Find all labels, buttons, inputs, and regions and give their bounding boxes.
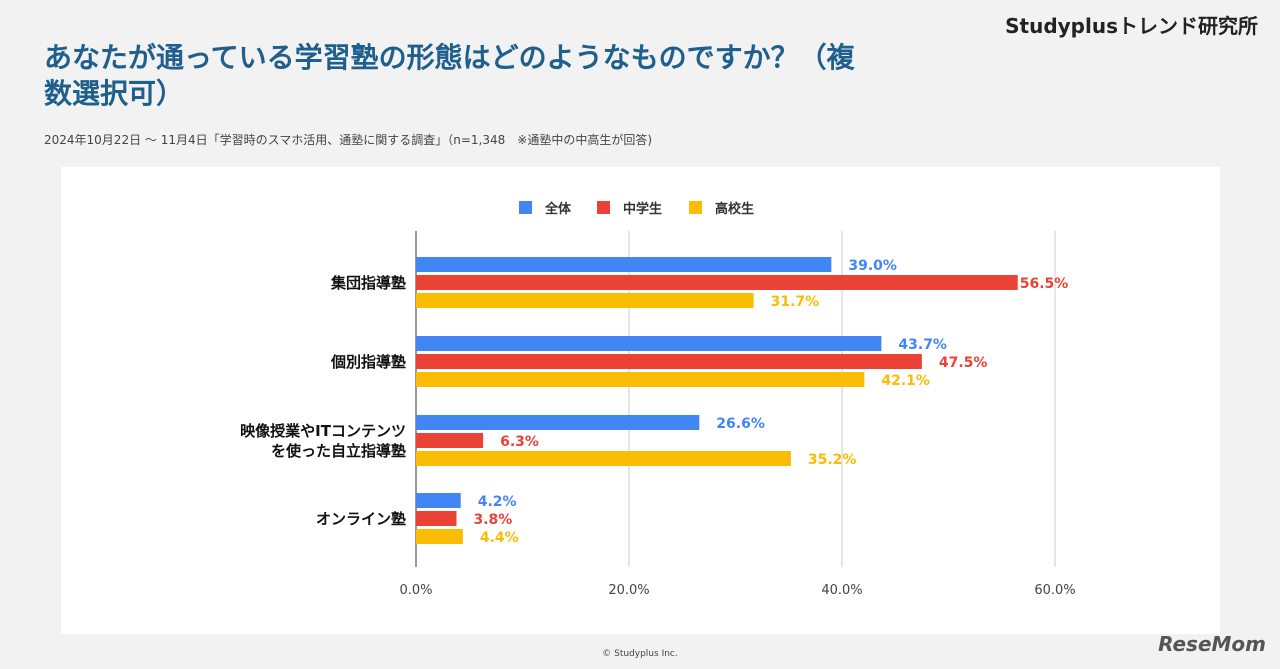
bar xyxy=(416,451,791,466)
legend-label: 中学生 xyxy=(623,201,662,217)
legend-label: 高校生 xyxy=(715,201,754,217)
chart-card: 0.0% 20.0% 40.0% 60.0% 全体 中学生 高校生集団指導塾 39.0% 56.… xyxy=(61,167,1220,634)
copyright: © Studyplus Inc. xyxy=(602,649,678,659)
data-label: 3.8% xyxy=(473,512,512,528)
bar xyxy=(416,293,754,308)
tick-label: 0.0% xyxy=(399,583,432,598)
bar xyxy=(416,275,1018,290)
tick-label: 20.0% xyxy=(608,583,649,598)
page-title: あなたが通っている学習塾の形態はどのようなものですか？（複数選択可） xyxy=(44,41,855,110)
resemom-logo: ReseMom xyxy=(1158,632,1266,656)
category-label: 集団指導塾 xyxy=(330,274,406,292)
data-label: 56.5% xyxy=(1020,276,1069,292)
data-label: 43.7% xyxy=(898,337,947,353)
data-label: 4.2% xyxy=(478,494,517,510)
brand-logo: Studyplusトレンド研究所 xyxy=(1005,14,1258,38)
bar xyxy=(416,336,882,351)
bar xyxy=(416,433,484,448)
bar xyxy=(416,372,865,387)
category-label: を使った自立指導塾 xyxy=(271,442,406,460)
bar xyxy=(416,257,832,272)
category-label: オンライン塾 xyxy=(316,510,406,528)
bar xyxy=(416,354,922,369)
data-label: 26.6% xyxy=(716,416,765,432)
category-label: 個別指導塾 xyxy=(330,353,406,371)
category-label: 映像授業やITコンテンツ xyxy=(240,422,406,440)
survey-subtitle: 2024年10月22日 ～ 11月4日「学習時のスマホ活用、通塾に関する調査」（… xyxy=(44,133,653,147)
tick-label: 40.0% xyxy=(821,583,862,598)
legend-swatch xyxy=(689,201,702,214)
legend-swatch xyxy=(519,201,532,214)
bar xyxy=(416,493,461,508)
bar xyxy=(416,415,700,430)
legend-swatch xyxy=(597,201,610,214)
bar xyxy=(416,511,457,526)
bar xyxy=(416,529,463,544)
data-label: 42.1% xyxy=(881,373,930,389)
tick-label: 60.0% xyxy=(1034,583,1075,598)
data-label: 35.2% xyxy=(808,452,857,468)
data-label: 4.4% xyxy=(480,530,519,546)
data-label: 47.5% xyxy=(939,355,988,371)
data-label: 6.3% xyxy=(500,434,539,450)
legend-label: 全体 xyxy=(544,201,572,217)
data-label: 39.0% xyxy=(848,258,897,274)
data-label: 31.7% xyxy=(771,294,820,310)
